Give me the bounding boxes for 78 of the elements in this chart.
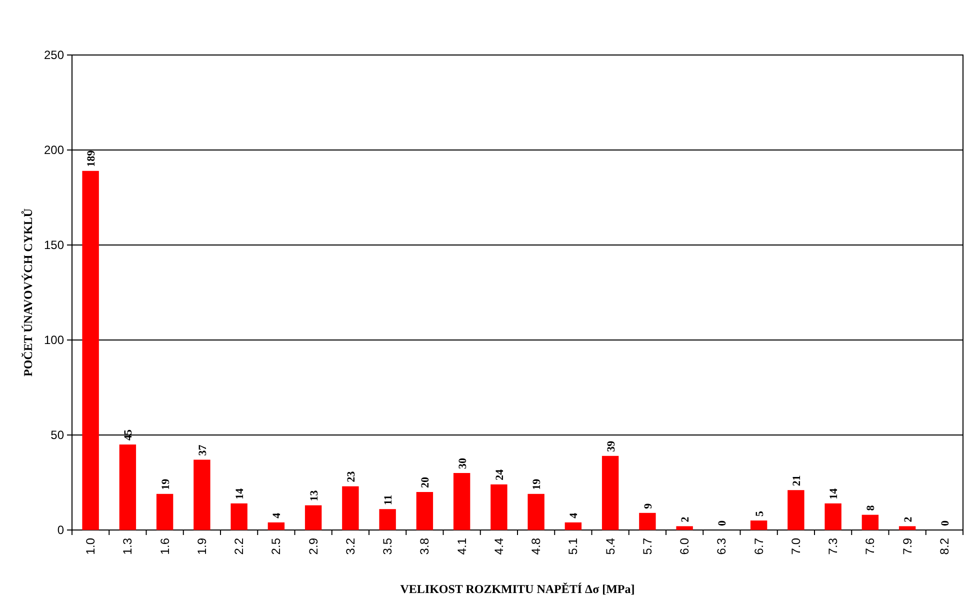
bar	[862, 514, 879, 530]
data-label: 19	[160, 478, 172, 490]
x-tick-label: 6.0	[678, 538, 692, 555]
y-tick-label: 100	[44, 333, 64, 348]
bar	[268, 522, 285, 530]
data-label: 11	[382, 494, 395, 506]
x-tick-label: 2.5	[269, 538, 284, 555]
data-label: 14	[828, 488, 840, 500]
data-label: 21	[790, 475, 803, 486]
data-label: 0	[716, 520, 729, 526]
x-tick-label: 7.6	[863, 538, 878, 555]
x-tick-label: 3.8	[418, 538, 432, 555]
data-label: 2	[680, 516, 692, 522]
bar	[416, 492, 434, 530]
bar	[304, 505, 322, 530]
x-tick-label: 7.9	[900, 538, 914, 555]
data-label: 23	[345, 470, 358, 482]
data-label: 20	[420, 476, 432, 488]
bar	[898, 526, 916, 530]
x-axis-title: VELIKOST ROZKMITU NAPĚTÍ Δσ [MPa]	[400, 582, 635, 596]
data-label: 30	[456, 458, 469, 469]
bar	[564, 522, 582, 530]
x-tick-label: 8.2	[937, 538, 952, 555]
x-tick-label: 3.5	[380, 538, 395, 555]
y-tick-label: 0	[57, 523, 64, 538]
bar	[602, 456, 619, 530]
bar	[528, 494, 544, 530]
x-tick-label: 3.2	[343, 538, 358, 555]
x-tick-label: 4.1	[454, 538, 469, 555]
data-label: 189	[86, 150, 98, 167]
data-label: 0	[939, 520, 952, 526]
bar	[490, 484, 508, 530]
data-label: 24	[494, 468, 506, 480]
y-tick-label: 150	[44, 238, 64, 252]
x-tick-label: 1.0	[84, 538, 98, 555]
bar	[156, 494, 174, 530]
data-label: 45	[122, 429, 135, 440]
bar	[788, 490, 804, 530]
x-tick-label: 5.1	[566, 538, 580, 555]
bar	[379, 509, 396, 530]
x-tick-label: 1.6	[158, 538, 172, 555]
x-tick-label: 1.3	[120, 538, 135, 555]
bar	[750, 520, 768, 530]
x-tick-label: 5.4	[603, 538, 618, 555]
bar	[453, 473, 470, 530]
data-label: 39	[605, 440, 618, 452]
bar	[676, 526, 693, 530]
x-tick-label: 7.3	[826, 538, 840, 555]
data-label: 13	[308, 490, 320, 502]
y-tick-label: 200	[44, 143, 64, 158]
data-label: 19	[531, 478, 544, 490]
x-tick-label: 2.2	[232, 538, 246, 555]
x-tick-label: 5.7	[640, 538, 654, 555]
y-axis-title: POČET ÚNAVOVÝCH CYKLŮ	[21, 208, 35, 376]
x-tick-label: 6.7	[752, 538, 766, 555]
bar	[639, 512, 656, 530]
data-label: 2	[902, 516, 914, 522]
bar	[119, 444, 136, 530]
bar	[342, 486, 359, 530]
x-tick-label: 6.3	[714, 538, 729, 555]
x-tick-label: 1.9	[194, 538, 209, 555]
data-label: 4	[568, 512, 580, 518]
bar	[824, 503, 842, 530]
bar	[82, 170, 99, 530]
data-label: 37	[196, 444, 209, 456]
data-label: 14	[234, 488, 246, 500]
y-tick-label: 50	[50, 428, 64, 442]
data-label: 4	[271, 512, 284, 518]
x-tick-label: 4.8	[529, 538, 544, 555]
x-tick-label: 7.0	[788, 538, 803, 555]
bar	[230, 503, 248, 530]
data-label: 8	[865, 504, 878, 511]
x-tick-label: 4.4	[492, 538, 506, 555]
data-label: 9	[642, 502, 654, 509]
bar	[194, 460, 210, 530]
y-tick-label: 250	[44, 48, 64, 62]
data-label: 5	[754, 510, 766, 516]
x-tick-label: 2.9	[306, 538, 320, 555]
